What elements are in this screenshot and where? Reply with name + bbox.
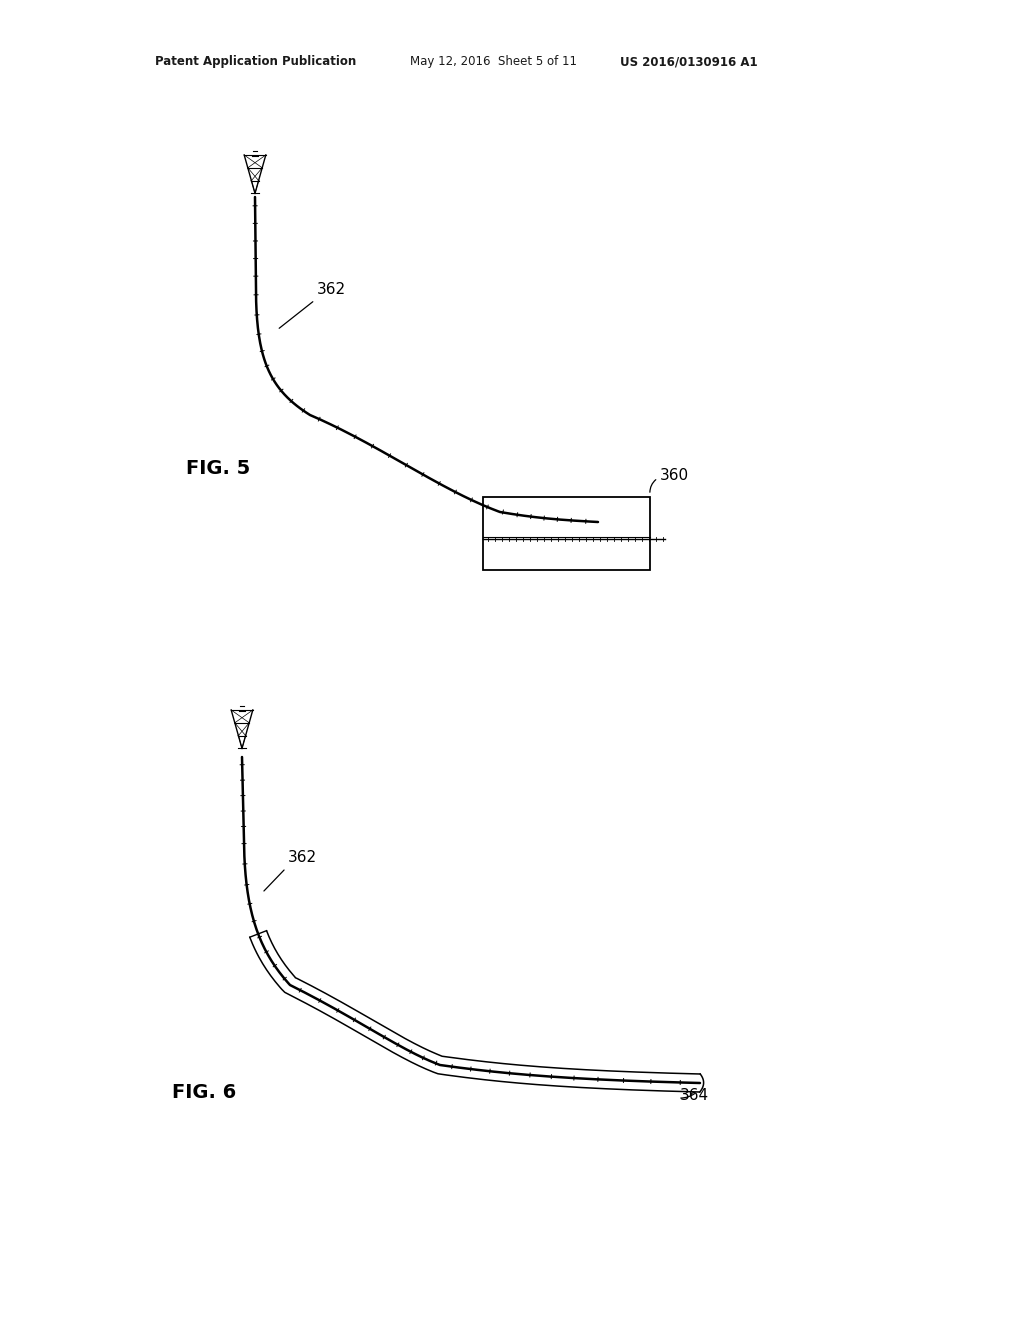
Text: FIG. 6: FIG. 6 (172, 1082, 237, 1101)
Text: US 2016/0130916 A1: US 2016/0130916 A1 (620, 55, 758, 69)
Text: 364: 364 (680, 1088, 710, 1102)
Text: Patent Application Publication: Patent Application Publication (155, 55, 356, 69)
Text: 360: 360 (660, 467, 689, 483)
Text: 362: 362 (288, 850, 317, 866)
Bar (483, 498, 650, 570)
Text: 362: 362 (317, 282, 346, 297)
Text: FIG. 5: FIG. 5 (186, 458, 250, 478)
Text: May 12, 2016  Sheet 5 of 11: May 12, 2016 Sheet 5 of 11 (410, 55, 577, 69)
